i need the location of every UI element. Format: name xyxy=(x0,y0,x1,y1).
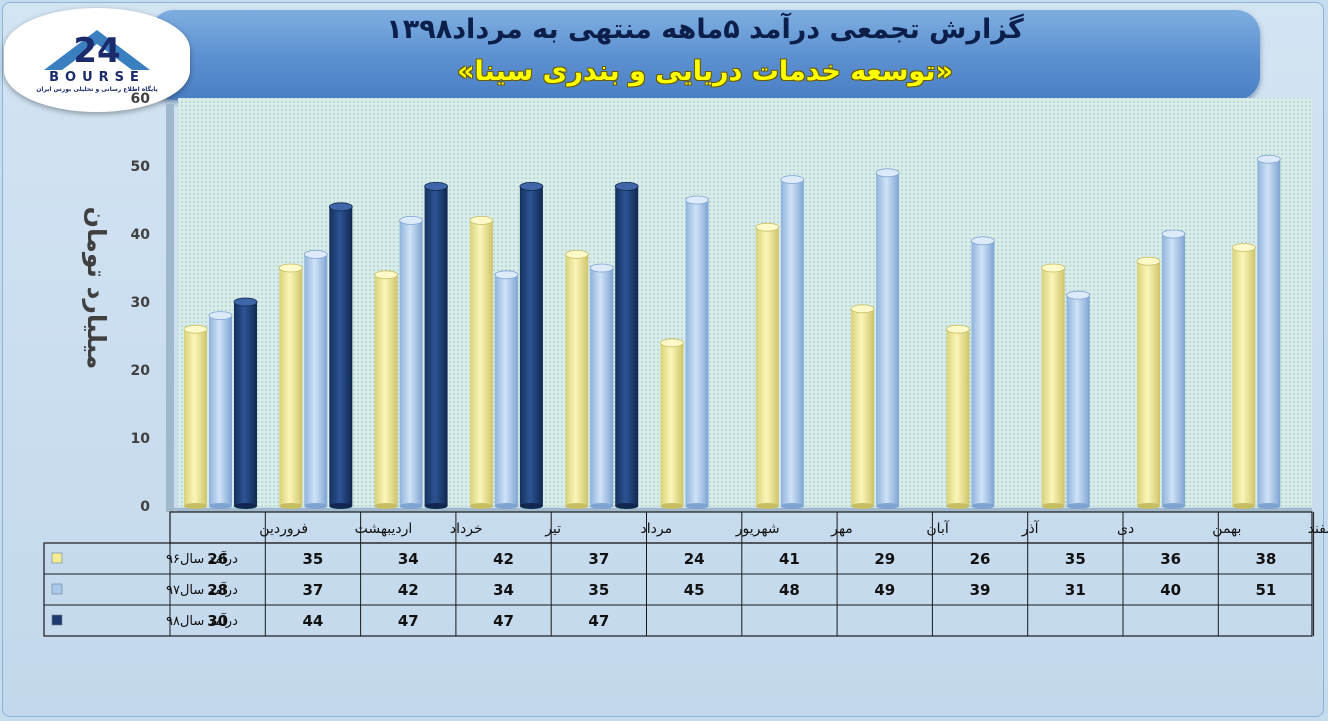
x-tick-label-5: شهریور xyxy=(735,521,780,537)
y-axis-label: میلیارد تومان xyxy=(81,207,111,370)
data-label-1-8: 39 xyxy=(970,581,991,599)
data-label-1-1: 37 xyxy=(303,581,324,599)
data-table: فروردین اردیبهشت خرداد تیر مرداد شهریور مهر آبا… xyxy=(43,511,1328,637)
data-label-1-9: 31 xyxy=(1065,581,1086,599)
data-label-0-2: 34 xyxy=(398,550,419,568)
bar-1-6 xyxy=(780,175,805,509)
bar-0-5 xyxy=(660,338,684,509)
bar-0-7 xyxy=(850,304,875,509)
bar-1-7 xyxy=(875,168,900,509)
data-label-1-6: 48 xyxy=(779,581,800,599)
bar-2-2 xyxy=(424,181,449,509)
data-label-0-5: 24 xyxy=(684,550,705,568)
data-label-0-1: 35 xyxy=(303,550,324,568)
data-label-1-3: 34 xyxy=(493,581,514,599)
y-tick-label-6: 60 xyxy=(131,91,151,107)
x-tick-label-11: اسفند xyxy=(1308,521,1328,537)
bar-1-9 xyxy=(1066,290,1091,509)
x-tick-label-6: مهر xyxy=(830,521,853,537)
data-label-1-11: 51 xyxy=(1256,581,1277,599)
x-tick-label-3: تیر xyxy=(544,521,561,537)
x-tick-label-1: اردیبهشت xyxy=(355,521,413,537)
plot-floor xyxy=(170,508,1312,512)
data-label-1-4: 35 xyxy=(588,581,609,599)
bar-0-9 xyxy=(1041,263,1066,509)
y-axis-ticks: 0 10 20 30 40 50 60 xyxy=(131,91,151,515)
data-label-0-9: 35 xyxy=(1065,550,1086,568)
data-label-2-2: 47 xyxy=(398,612,419,630)
data-label-1-2: 42 xyxy=(398,581,419,599)
data-label-0-8: 26 xyxy=(970,550,991,568)
x-tick-label-9: دی xyxy=(1117,521,1134,537)
data-label-1-7: 49 xyxy=(874,581,895,599)
legend-label-2: درآمد سال۹۸ xyxy=(166,612,238,629)
data-label-2-0: 30 xyxy=(207,612,228,630)
bar-0-1 xyxy=(278,263,303,509)
legend-swatch-2 xyxy=(51,614,63,626)
bar-2-3 xyxy=(519,181,544,509)
logo-text: BOURSE xyxy=(49,70,145,85)
x-tick-label-4: مرداد xyxy=(641,521,673,537)
bar-0-6 xyxy=(755,222,780,509)
bar-0-11 xyxy=(1231,243,1256,509)
data-label-0-10: 36 xyxy=(1160,550,1181,568)
page-title: گزارش تجمعی درآمد ۵ماهه منتهی به مرداد۱۳… xyxy=(386,14,1024,45)
data-label-1-0: 28 xyxy=(207,581,228,599)
data-label-0-0: 26 xyxy=(207,550,228,568)
title-banner xyxy=(150,10,1260,100)
bar-series xyxy=(183,154,1281,509)
plot-area xyxy=(178,98,1312,507)
x-tick-label-10: بهمن xyxy=(1212,521,1241,537)
data-label-0-7: 29 xyxy=(874,550,895,568)
bar-1-11 xyxy=(1256,154,1281,509)
data-label-0-3: 42 xyxy=(493,550,514,568)
data-label-1-5: 45 xyxy=(684,581,705,599)
data-label-1-10: 40 xyxy=(1160,581,1181,599)
data-label-0-4: 37 xyxy=(588,550,609,568)
data-label-2-4: 47 xyxy=(588,612,609,630)
bar-2-1 xyxy=(328,202,353,509)
legend-label-1: درآمد سال۹۷ xyxy=(166,581,238,598)
y-tick-label-1: 10 xyxy=(131,431,151,447)
x-tick-label-2: خرداد xyxy=(450,521,483,537)
bar-1-3 xyxy=(494,270,519,509)
bar-1-4 xyxy=(589,263,614,509)
logo: 24 xyxy=(4,8,190,112)
page-subtitle: «توسعه خدمات دریایی و بندری سینا» xyxy=(457,56,953,87)
bar-1-2 xyxy=(399,215,424,509)
legend-label-0: درآمد سال۹۶ xyxy=(166,550,238,567)
data-label-0-11: 38 xyxy=(1256,550,1277,568)
x-tick-label-8: آذر xyxy=(1021,520,1040,537)
bourse-24-logo-icon: 24 xyxy=(44,30,150,71)
y-tick-label-2: 20 xyxy=(131,363,151,379)
bar-0-10 xyxy=(1136,256,1161,509)
bar-0-4 xyxy=(564,249,589,509)
bar-1-8 xyxy=(971,236,995,509)
bar-2-0 xyxy=(233,297,258,509)
data-label-2-3: 47 xyxy=(493,612,514,630)
bar-0-8 xyxy=(946,324,970,509)
bar-1-10 xyxy=(1161,229,1186,509)
bar-1-0 xyxy=(208,311,233,509)
bar-1-1 xyxy=(303,249,328,509)
legend-swatch-0 xyxy=(51,552,63,564)
y-tick-label-0: 0 xyxy=(140,499,150,515)
svg-text:24: 24 xyxy=(73,31,120,71)
x-tick-label-7: آبان xyxy=(926,520,949,537)
bar-0-2 xyxy=(374,270,399,509)
data-label-2-1: 44 xyxy=(303,612,324,630)
data-label-0-6: 41 xyxy=(779,550,800,568)
bar-1-5 xyxy=(685,195,709,509)
logo-caption: پایگاه اطلاع رسانی و تحلیلی بورس ایران xyxy=(36,86,158,93)
y-tick-label-5: 50 xyxy=(131,159,151,175)
bar-2-4 xyxy=(614,181,639,509)
y-tick-label-3: 30 xyxy=(131,295,151,311)
x-tick-label-0: فروردین xyxy=(259,521,308,537)
bar-0-0 xyxy=(183,324,208,509)
y-tick-label-4: 40 xyxy=(131,227,151,243)
table-body xyxy=(43,542,1313,637)
legend-swatch-1 xyxy=(51,583,63,595)
bar-0-3 xyxy=(469,215,494,509)
